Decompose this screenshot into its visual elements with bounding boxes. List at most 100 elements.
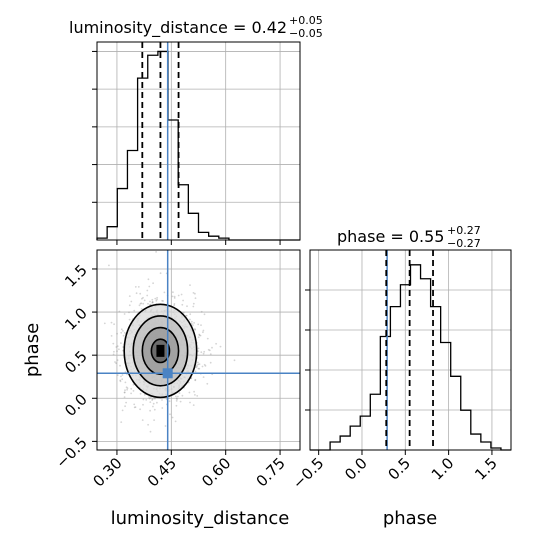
scatter-point [120, 375, 122, 378]
scatter-point [148, 397, 151, 400]
scatter-point [115, 346, 118, 348]
scatter-point [120, 421, 123, 423]
scatter-point [185, 314, 188, 317]
scatter-point [143, 393, 146, 396]
contour-line [150, 338, 171, 364]
scatter-point [113, 323, 115, 326]
scatter-point [197, 363, 200, 366]
scatter-point [175, 404, 178, 407]
scatter-point [121, 374, 124, 376]
scatter-point [116, 374, 119, 376]
title-luminosity-distance: luminosity_distance = 0.42 +0.05 −0.05 [69, 14, 323, 40]
scatter-point [148, 396, 150, 398]
scatter-point [198, 363, 201, 365]
scatter-point [125, 386, 128, 389]
scatter-point [143, 299, 146, 302]
scatter-point [194, 328, 196, 330]
scatter-point [196, 395, 199, 397]
scatter-point [125, 401, 127, 404]
scatter-point [175, 400, 178, 402]
scatter-point [139, 392, 142, 395]
scatter-point [149, 401, 152, 403]
scatter-point [155, 299, 158, 302]
scatter-point [177, 395, 179, 398]
scatter-point [163, 291, 166, 294]
scatter-point [169, 413, 171, 416]
scatter-point [198, 367, 201, 370]
scatter-point [119, 379, 122, 382]
scatter-point [112, 342, 115, 345]
scatter-point [171, 416, 174, 419]
scatter-point [198, 334, 201, 337]
scatter-point [192, 302, 195, 305]
scatter-point [180, 293, 183, 296]
scatter-point [116, 350, 118, 352]
scatter-point [149, 430, 152, 433]
scatter-point [139, 408, 142, 411]
scatter-point [146, 294, 149, 297]
scatter-point [154, 397, 156, 400]
scatter-point [118, 310, 121, 313]
scatter-point [194, 297, 197, 300]
scatter-point [189, 284, 191, 286]
scatter-point [171, 295, 174, 298]
scatter-point [175, 395, 177, 398]
scatter-point [204, 365, 207, 367]
scatter-point [188, 391, 191, 394]
scatter-point [196, 364, 198, 367]
scatter-point [142, 403, 144, 406]
scatter-point [208, 349, 211, 352]
scatter-point [179, 400, 182, 403]
scatter-point [110, 335, 113, 337]
scatter-point [126, 388, 128, 391]
title-phase: phase = 0.55 +0.27 −0.27 [337, 224, 481, 250]
scatter-point [215, 342, 218, 345]
scatter-point [152, 402, 155, 405]
scatter-point [233, 359, 236, 362]
scatter-point [151, 399, 154, 401]
scatter-point [116, 332, 118, 335]
scatter-point [172, 291, 174, 294]
scatter-point [132, 383, 135, 386]
scatter-point [202, 376, 205, 378]
luminosity-distance-histogram-panel [96, 41, 301, 241]
scatter-point [175, 397, 178, 400]
scatter-point [177, 294, 180, 297]
scatter-point [206, 337, 209, 340]
scatter-point [161, 407, 164, 409]
scatter-point [128, 311, 130, 314]
scatter-point [199, 334, 202, 337]
scatter-point [202, 331, 204, 334]
scatter-point [133, 406, 136, 409]
scatter-point [130, 387, 133, 390]
scatter-point [192, 404, 195, 406]
scatter-point [156, 401, 158, 404]
scatter-point [193, 322, 196, 324]
scatter-point [120, 342, 122, 344]
y-axis-label-phase: phase [22, 323, 43, 377]
scatter-point [164, 425, 167, 427]
scatter-point [194, 328, 197, 331]
scatter-point [151, 301, 154, 303]
scatter-point [173, 297, 176, 299]
axes-frame [96, 41, 301, 241]
phase-histogram-panel [309, 249, 512, 451]
title-upper-error: +0.05 [289, 14, 323, 27]
scatter-point [137, 286, 140, 288]
scatter-point [130, 392, 133, 395]
scatter-point [156, 296, 159, 299]
title-main: phase = 0.55 [337, 227, 444, 246]
scatter-point [198, 333, 201, 336]
scatter-point [123, 313, 126, 315]
scatter-point [195, 366, 198, 369]
scatter-point [153, 408, 156, 411]
scatter-point [118, 348, 120, 351]
scatter-point [200, 324, 202, 326]
scatter-point [140, 308, 143, 310]
scatter-point [190, 322, 193, 325]
scatter-point [122, 334, 125, 337]
scatter-point [110, 321, 113, 324]
scatter-point [151, 301, 154, 304]
axes-frame [309, 249, 512, 451]
